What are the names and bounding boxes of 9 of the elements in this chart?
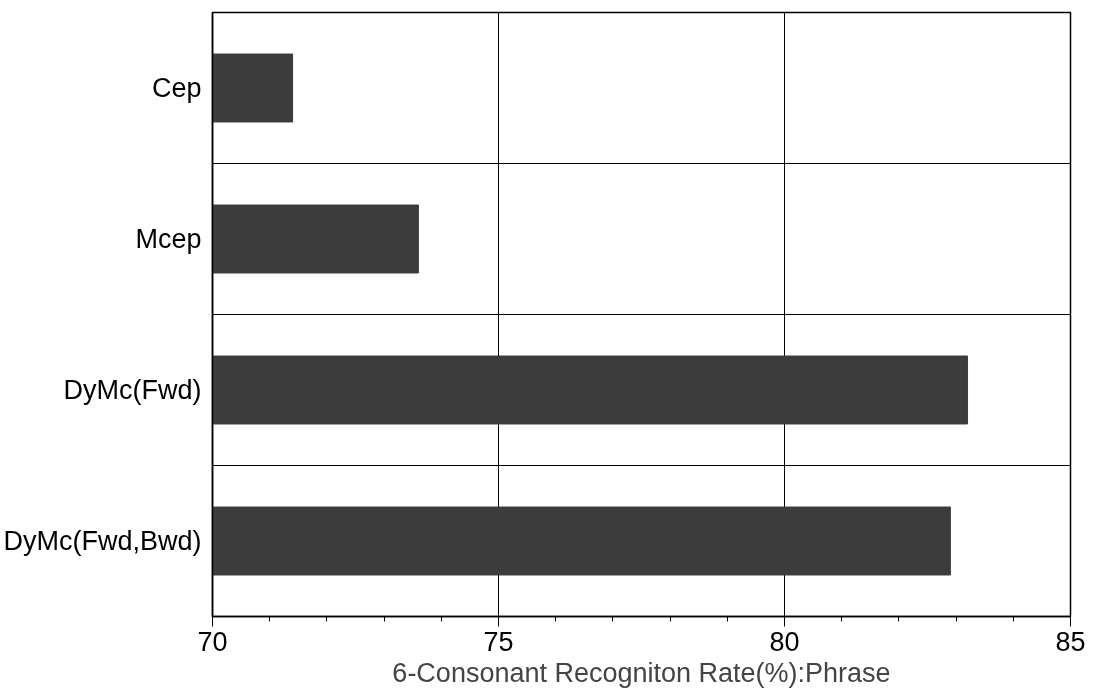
x-tick-label: 70	[197, 626, 228, 657]
x-axis-title: 6-Consonant Recogniton Rate(%):Phrase	[392, 657, 891, 688]
y-tick-label: DyMc(Fwd)	[63, 375, 202, 405]
y-tick-label: DyMc(Fwd,Bwd)	[3, 526, 202, 556]
y-tick-label: Cep	[151, 73, 202, 103]
y-tick-label: Mcep	[135, 224, 202, 254]
x-tick-label: 85	[1055, 626, 1086, 657]
x-tick-label: 75	[483, 626, 514, 657]
x-tick-label: 80	[769, 626, 800, 657]
